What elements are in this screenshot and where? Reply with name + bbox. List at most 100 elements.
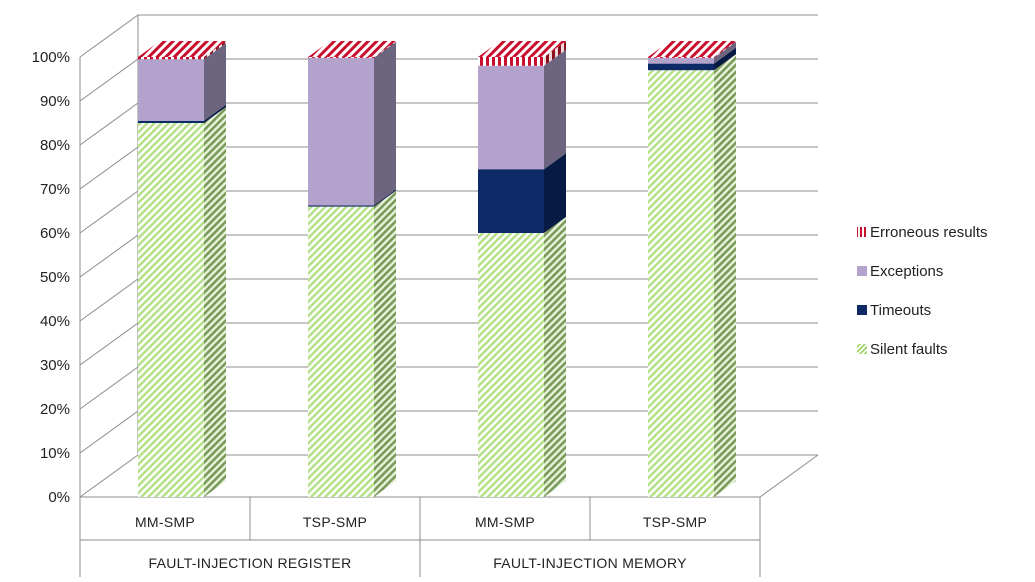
bar-front-silent-faults [478, 233, 544, 497]
bar-segment-erroneous-results [138, 41, 226, 60]
x-group-label: FAULT-INJECTION REGISTER [149, 555, 352, 571]
bar-front-exceptions [138, 59, 204, 121]
bar-top-erroneous-results [648, 41, 736, 57]
bar-side-timeouts [714, 47, 736, 71]
bar-side-exceptions [204, 43, 226, 121]
gridline-slant [79, 146, 139, 190]
gridline-slant [79, 190, 139, 234]
x-category-label: MM-SMP [475, 514, 535, 530]
legend-swatch [857, 344, 867, 354]
bar-stack-2 [308, 41, 396, 497]
bar-side-timeouts [374, 189, 396, 207]
bar-front-exceptions [648, 57, 714, 64]
x-group-label: FAULT-INJECTION MEMORY [493, 555, 687, 571]
bar-front-timeouts [138, 120, 204, 123]
bar-segment-silent-faults [138, 107, 226, 497]
gridline-slant [79, 14, 139, 58]
stacked-bars [138, 41, 736, 497]
bar-side-erroneous-results [374, 41, 396, 58]
x-category-label: TSP-SMP [643, 514, 707, 530]
y-tick-label: 80% [40, 137, 70, 154]
y-axis-tick-labels: 0% 10% 20% 30% 40% 50% 60% 70% 80% 90% 100% [32, 49, 70, 506]
bar-segment-timeouts [138, 104, 226, 123]
bar-segment-silent-faults [648, 54, 736, 497]
bar-side-timeouts [204, 104, 226, 123]
gridline-slant [79, 278, 139, 322]
y-tick-label: 40% [40, 313, 70, 330]
y-tick-label: 50% [40, 269, 70, 286]
bar-side-silent-faults [374, 190, 396, 497]
bar-side-exceptions [374, 41, 396, 206]
gridline-slant [79, 366, 139, 410]
legend-label: Silent faults [870, 341, 948, 358]
gridline-slant [79, 410, 139, 454]
bar-segment-erroneous-results [308, 41, 396, 58]
bar-front-silent-faults [308, 206, 374, 497]
bar-top-erroneous-results [138, 41, 226, 57]
y-tick-label: 20% [40, 401, 70, 418]
bar-front-erroneous-results [478, 57, 544, 66]
bar-side-silent-faults [714, 54, 736, 497]
bar-front-erroneous-results [308, 57, 374, 58]
legend-item-exceptions: Exceptions [857, 263, 943, 280]
gridline-slant [79, 234, 139, 278]
gridline-slant [79, 322, 139, 366]
bar-segment-silent-faults [308, 190, 396, 497]
y-tick-label: 30% [40, 357, 70, 374]
bar-front-silent-faults [648, 70, 714, 497]
y-tick-label: 100% [32, 49, 70, 66]
bar-side-silent-faults [544, 217, 566, 497]
legend-swatch [857, 227, 867, 237]
legend-label: Timeouts [870, 302, 931, 319]
bar-segment-exceptions [138, 43, 226, 121]
bar-segment-exceptions [478, 49, 566, 170]
bar-top-erroneous-results [308, 41, 396, 57]
bar-segment-exceptions [648, 41, 736, 64]
x-category-label: TSP-SMP [303, 514, 367, 530]
bar-segment-timeouts [478, 153, 566, 233]
bar-front-erroneous-results [138, 57, 204, 60]
y-tick-label: 0% [48, 489, 70, 506]
y-tick-label: 60% [40, 225, 70, 242]
legend: Erroneous results Exceptions Timeouts Silen… [857, 224, 988, 358]
bar-stack-1 [138, 41, 226, 497]
bar-segment-silent-faults [478, 217, 566, 497]
bar-segment-erroneous-results [648, 41, 736, 58]
bar-front-silent-faults [138, 123, 204, 497]
bar-side-erroneous-results [544, 41, 566, 66]
legend-label: Exceptions [870, 263, 943, 280]
bar-stack-4 [648, 41, 736, 497]
gridline-slant [79, 58, 139, 102]
bar-front-timeouts [308, 205, 374, 207]
bar-side-erroneous-results [204, 41, 226, 60]
bar-side-exceptions [544, 49, 566, 170]
y-tick-label: 70% [40, 181, 70, 198]
bar-side-timeouts [544, 153, 566, 233]
x-category-label: MM-SMP [135, 514, 195, 530]
bar-front-timeouts [478, 169, 544, 233]
bar-front-timeouts [648, 63, 714, 71]
bar-stack-3 [478, 41, 566, 497]
legend-swatch [857, 266, 867, 276]
bar-segment-timeouts [648, 47, 736, 71]
legend-swatch [857, 305, 867, 315]
floor-right-edge [759, 454, 819, 498]
legend-item-erroneous-results: Erroneous results [857, 224, 988, 241]
x-axis: MM-SMP TSP-SMP MM-SMP TSP-SMP FAULT-INJECTIO… [79, 497, 761, 577]
bar-side-exceptions [714, 41, 736, 64]
bar-side-erroneous-results [714, 41, 736, 58]
bar-segment-erroneous-results [478, 41, 566, 66]
y-tick-label: 10% [40, 445, 70, 462]
legend-item-timeouts: Timeouts [857, 302, 931, 319]
y-tick-label: 90% [40, 93, 70, 110]
bar-top-erroneous-results [478, 41, 566, 57]
bar-segment-exceptions [308, 41, 396, 206]
bar-front-exceptions [308, 57, 374, 206]
bar-front-exceptions [478, 65, 544, 170]
bar-side-silent-faults [204, 107, 226, 497]
gridline-slant [79, 454, 139, 498]
bar-front-erroneous-results [648, 57, 714, 58]
gridline-slant [79, 102, 139, 146]
